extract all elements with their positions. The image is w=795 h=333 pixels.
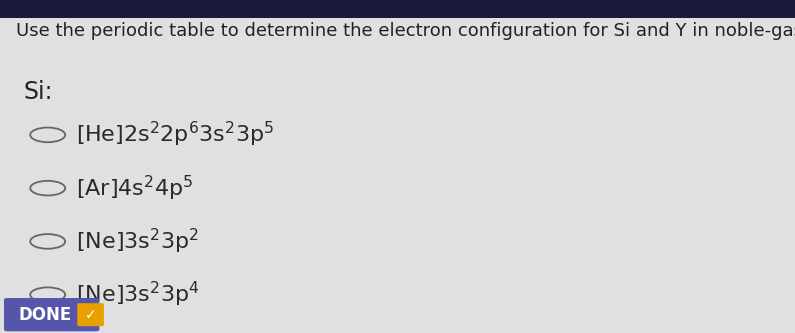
- Text: Si:: Si:: [24, 80, 53, 104]
- FancyBboxPatch shape: [77, 303, 104, 326]
- Text: [He]2s$^2$2p$^6$3s$^2$3p$^5$: [He]2s$^2$2p$^6$3s$^2$3p$^5$: [76, 120, 273, 150]
- Text: [Ne]3s$^2$3p$^4$: [Ne]3s$^2$3p$^4$: [76, 280, 199, 309]
- Text: Use the periodic table to determine the electron configuration for Si and Y in n: Use the periodic table to determine the …: [16, 22, 795, 40]
- Text: [Ne]3s$^2$3p$^2$: [Ne]3s$^2$3p$^2$: [76, 227, 199, 256]
- FancyBboxPatch shape: [4, 298, 99, 331]
- Text: DONE: DONE: [18, 306, 72, 324]
- Bar: [0, 0, 795, 18]
- Text: ✓: ✓: [85, 308, 96, 322]
- Text: [Ar]4s$^2$4p$^5$: [Ar]4s$^2$4p$^5$: [76, 173, 193, 203]
